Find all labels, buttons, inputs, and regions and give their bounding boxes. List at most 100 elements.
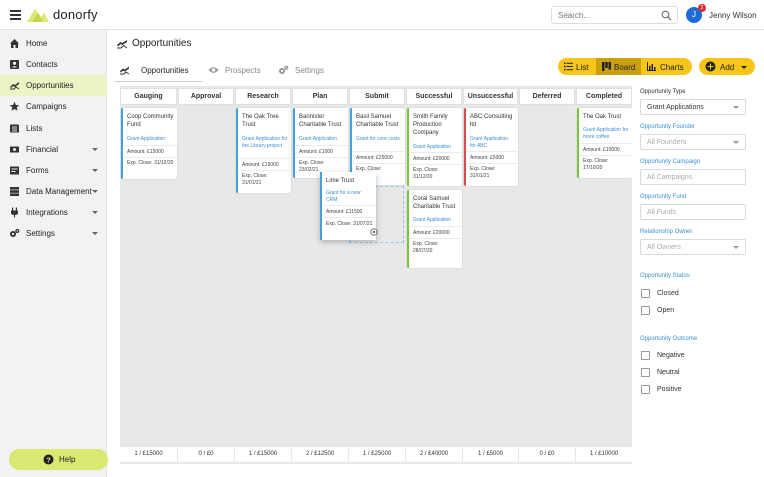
opportunity-card[interactable]: ABC Consulting ltd Grant Application for…: [464, 108, 518, 186]
tab-settings[interactable]: Settings: [278, 58, 333, 82]
card-close-date: Exp. Close: 31/12/20: [127, 160, 174, 166]
add-button[interactable]: Add: [699, 58, 755, 75]
column-footer: 2 / £40000: [406, 447, 462, 462]
status-closed-checkbox[interactable]: [641, 289, 650, 298]
divider: [352, 163, 405, 164]
card-title: Basil Samuel Charitable Trust: [356, 114, 399, 128]
list-view-button[interactable]: List: [558, 58, 596, 75]
help-label: Help: [59, 455, 76, 464]
card-close-date: Exp. Close: 28/07/20: [413, 241, 439, 254]
card-title: The Oak Trust: [583, 114, 622, 120]
sidebar-item-campaigns[interactable]: Campaigns: [0, 96, 107, 117]
opportunities-icon: [117, 40, 128, 49]
help-button[interactable]: ? Help: [9, 449, 108, 470]
board-icon: [602, 62, 611, 71]
home-icon: [10, 39, 19, 48]
column-header: Deferred: [519, 88, 575, 105]
card-type: Grant for core costs: [356, 136, 400, 142]
sidebar: Home Contacts Opportunities Campaigns Li…: [0, 30, 108, 477]
card-amount: Amount: £1000: [299, 149, 333, 155]
card-amount: Amount: £20000: [413, 156, 450, 162]
dragged-opportunity-card[interactable]: Lime Trust Grant for a new CRM Amount: £…: [320, 172, 378, 240]
tab-underline: [115, 81, 202, 82]
sidebar-item-settings[interactable]: Settings: [0, 223, 107, 244]
sidebar-item-label: Settings: [26, 229, 55, 238]
sidebar-item-label: Forms: [26, 166, 49, 175]
view-label: List: [576, 62, 589, 72]
card-title: The Oak Tree Trust: [242, 114, 279, 128]
card-close-date: Exp. Close: 31/01/21: [470, 166, 496, 179]
divider: [295, 157, 348, 158]
campaign-select[interactable]: All Campaigns: [640, 169, 746, 185]
column-header: Completed: [576, 88, 632, 105]
opportunities-icon: [10, 82, 20, 90]
status-open-checkbox[interactable]: [641, 306, 650, 315]
sidebar-item-opportunities[interactable]: Opportunities: [0, 75, 107, 96]
select-placeholder: All Founders: [647, 139, 687, 146]
opportunities-icon: [120, 66, 130, 75]
sidebar-item-data-management[interactable]: Data Management: [0, 181, 107, 202]
sidebar-item-financial[interactable]: Financial: [0, 139, 107, 160]
card-close-date: Exp. Close: 17/10/20: [583, 158, 609, 171]
divider: [579, 155, 632, 156]
opportunity-card[interactable]: Smith Family Production Company Grant Ap…: [407, 108, 462, 186]
chevron-down-icon: [92, 232, 98, 235]
founder-select[interactable]: All Founders: [640, 134, 746, 150]
search-box[interactable]: [551, 6, 678, 24]
user-name[interactable]: Jenny Wilson: [709, 11, 757, 20]
opportunity-card[interactable]: The Oak Trust Grant Application for more…: [577, 108, 632, 178]
opportunity-card[interactable]: The Oak Tree Trust Grant Application for…: [236, 108, 291, 193]
opportunity-type-select[interactable]: Grant Applications: [640, 99, 746, 115]
brand-name: donorfy: [53, 7, 98, 22]
sidebar-item-label: Integrations: [26, 208, 68, 217]
charts-view-button[interactable]: Charts: [641, 58, 692, 75]
status-label: Opportunity Status: [640, 273, 690, 279]
checkbox-label: Positive: [657, 386, 682, 393]
opportunity-card[interactable]: Coop Community Fund Grant Application Am…: [121, 108, 177, 179]
sidebar-item-integrations[interactable]: Integrations: [0, 202, 107, 223]
select-placeholder: All Funds: [647, 209, 677, 216]
view-toggle: List Board Charts: [558, 58, 692, 75]
search-input[interactable]: [558, 11, 658, 20]
owner-select[interactable]: All Owners: [640, 239, 746, 255]
fund-select[interactable]: All Funds: [640, 204, 746, 220]
brand-logo[interactable]: donorfy: [27, 6, 98, 23]
outcome-label: Opportunity Outcome: [640, 336, 698, 342]
chevron-down-icon: [733, 141, 739, 144]
outcome-negative-checkbox[interactable]: [641, 351, 650, 360]
divider: [238, 158, 291, 159]
sidebar-item-contacts[interactable]: Contacts: [0, 54, 107, 75]
tab-prospects[interactable]: Prospects: [208, 58, 268, 82]
card-type: Grant Application for ABC: [470, 136, 509, 149]
divider: [466, 151, 518, 152]
card-close-date: Exp. Close: 31/07/21: [326, 221, 373, 227]
sidebar-item-home[interactable]: Home: [0, 33, 107, 54]
card-title: Coop Community Fund: [127, 114, 174, 128]
founder-label: Opportunity Founder: [640, 124, 696, 130]
sidebar-item-forms[interactable]: Forms: [0, 160, 107, 181]
page-title: Opportunities: [132, 38, 192, 49]
list-icon: [564, 62, 573, 71]
tab-label: Settings: [295, 66, 324, 75]
divider: [352, 151, 405, 152]
board-view-button[interactable]: Board: [596, 58, 641, 75]
sidebar-item-label: Data Management: [26, 187, 92, 196]
card-amount: Amount: £10000: [583, 147, 620, 153]
sidebar-item-label: Financial: [26, 145, 59, 154]
menu-icon[interactable]: [10, 10, 21, 20]
opportunity-card[interactable]: Bannister Charitable Trust Grant Applica…: [293, 108, 348, 178]
search-icon[interactable]: [661, 10, 672, 21]
outcome-neutral-checkbox[interactable]: [641, 368, 650, 377]
sidebar-item-lists[interactable]: Lists: [0, 118, 107, 139]
card-title: Lime Trust: [326, 178, 355, 184]
divider: [123, 145, 177, 146]
outcome-positive-checkbox[interactable]: [641, 385, 650, 394]
card-title: Bannister Charitable Trust: [299, 114, 342, 128]
column-header: Approval: [178, 88, 234, 105]
opportunity-card[interactable]: Coral Samuel Charitable Trust Grant Appl…: [407, 190, 462, 268]
avatar[interactable]: J: [686, 7, 702, 23]
tab-opportunities[interactable]: Opportunities: [115, 58, 203, 82]
card-amount: Amount: £5000: [470, 155, 504, 161]
chevron-down-icon: [92, 211, 98, 214]
gear-icon: [10, 229, 20, 237]
